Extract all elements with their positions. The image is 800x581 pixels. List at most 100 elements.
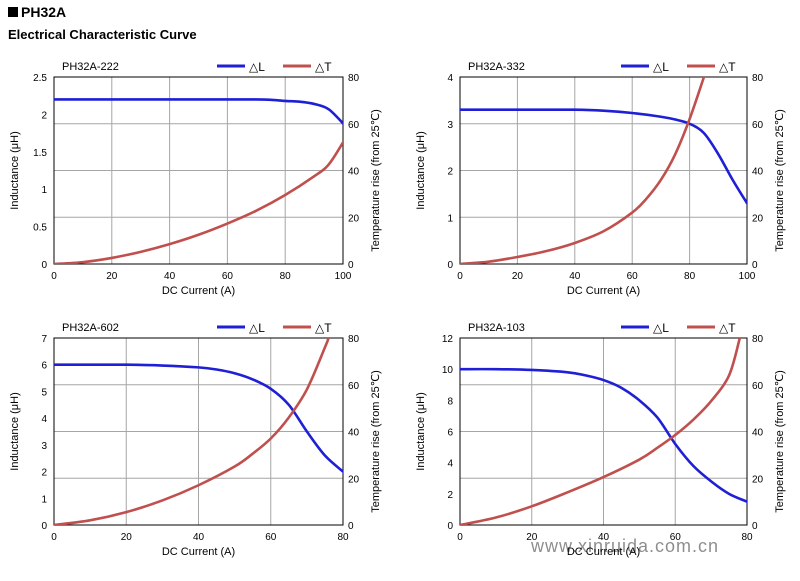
x-tick-label: 80	[741, 532, 753, 543]
y-tick-label: 12	[442, 334, 454, 345]
y-tick-label: 2.5	[33, 73, 47, 84]
inductance-curve	[460, 367, 747, 503]
y2-tick-label: 60	[348, 381, 360, 392]
y-axis-label: Inductance (μH)	[415, 131, 427, 209]
x-tick-label: 80	[280, 271, 292, 282]
temperature-rise-curve	[54, 141, 343, 264]
legend-label: △T	[315, 321, 332, 335]
y2-tick-label: 40	[752, 167, 764, 178]
x-tick-label: 80	[337, 532, 349, 543]
y2-tick-label: 20	[348, 213, 360, 224]
x-axis-label: DC Current (A)	[162, 285, 235, 297]
y-tick-label: 0	[41, 260, 47, 271]
y-tick-label: 1	[41, 494, 47, 505]
legend-label: △T	[719, 321, 736, 335]
y2-tick-label: 40	[348, 167, 360, 178]
inductance-curve	[54, 98, 343, 125]
legend-label: △T	[315, 60, 332, 74]
y-tick-label: 6	[41, 361, 47, 372]
y-axis-label: Inductance (μH)	[9, 392, 21, 470]
y-tick-label: 1.5	[33, 148, 47, 159]
y-tick-label: 0	[41, 521, 47, 532]
y-tick-label: 0.5	[33, 223, 47, 234]
x-tick-label: 60	[627, 271, 639, 282]
legend-label: △L	[249, 60, 265, 74]
y-tick-label: 5	[41, 387, 47, 398]
x-tick-label: 0	[51, 532, 57, 543]
plot-frame	[459, 337, 748, 526]
x-axis-label: DC Current (A)	[162, 546, 235, 558]
y2-tick-label: 60	[752, 381, 764, 392]
y-tick-label: 2	[447, 167, 453, 178]
y-tick-label: 4	[447, 73, 453, 84]
x-tick-label: 40	[569, 271, 581, 282]
y-tick-label: 8	[447, 396, 453, 407]
x-tick-label: 20	[526, 532, 538, 543]
series-title-text: PH32A	[21, 4, 67, 20]
y-tick-label: 2	[41, 110, 47, 121]
y2-tick-label: 20	[348, 474, 360, 485]
x-tick-label: 100	[335, 271, 352, 282]
y-tick-label: 1	[41, 185, 47, 196]
plot-frame	[53, 76, 344, 265]
y2-axis-label: Temperature rise (from 25℃)	[774, 370, 786, 513]
y-tick-label: 3	[447, 120, 453, 131]
bullet-square-icon	[8, 7, 18, 17]
x-tick-label: 20	[106, 271, 118, 282]
x-tick-label: 40	[164, 271, 176, 282]
chart-title: PH32A-602	[62, 322, 119, 334]
y-tick-label: 2	[447, 490, 453, 501]
y-tick-label: 1	[447, 213, 453, 224]
y2-tick-label: 40	[752, 428, 764, 439]
y-tick-label: 0	[447, 260, 453, 271]
x-tick-label: 60	[670, 532, 682, 543]
plot-frame	[53, 337, 344, 526]
x-tick-label: 60	[265, 532, 277, 543]
inductance-curve	[460, 108, 747, 205]
y2-axis-label: Temperature rise (from 25℃)	[370, 109, 382, 252]
y2-tick-label: 20	[752, 474, 764, 485]
y-tick-label: 3	[41, 441, 47, 452]
x-tick-label: 100	[739, 271, 756, 282]
chart-title: PH32A-103	[468, 322, 525, 334]
inductance-curve	[54, 363, 343, 473]
y2-axis-label: Temperature rise (from 25℃)	[370, 370, 382, 513]
legend-label: △L	[653, 60, 669, 74]
x-tick-label: 20	[121, 532, 133, 543]
x-tick-label: 0	[457, 532, 463, 543]
x-tick-label: 40	[598, 532, 610, 543]
legend-label: △L	[653, 321, 669, 335]
chart-title: PH32A-332	[468, 61, 525, 73]
y2-tick-label: 0	[348, 260, 354, 271]
y2-tick-label: 60	[348, 120, 360, 131]
y-tick-label: 6	[447, 428, 453, 439]
y2-tick-label: 0	[752, 260, 758, 271]
y-axis-label: Inductance (μH)	[415, 392, 427, 470]
x-tick-label: 0	[51, 271, 57, 282]
x-tick-label: 20	[512, 271, 524, 282]
x-tick-label: 80	[684, 271, 696, 282]
legend-label: △T	[719, 60, 736, 74]
y2-axis-label: Temperature rise (from 25℃)	[774, 109, 786, 252]
y-tick-label: 2	[41, 468, 47, 479]
y2-tick-label: 80	[752, 334, 764, 345]
y2-tick-label: 20	[752, 213, 764, 224]
y-axis-label: Inductance (μH)	[9, 131, 21, 209]
y-tick-label: 4	[447, 459, 453, 470]
x-tick-label: 0	[457, 271, 463, 282]
temperature-rise-curve	[460, 338, 742, 525]
y-tick-label: 10	[442, 365, 454, 376]
series-title: PH32A	[8, 4, 66, 20]
y2-tick-label: 40	[348, 428, 360, 439]
y-tick-label: 0	[447, 521, 453, 532]
temperature-rise-curve	[54, 338, 330, 525]
y2-tick-label: 80	[348, 73, 360, 84]
y2-tick-label: 80	[348, 334, 360, 345]
y2-tick-label: 0	[348, 521, 354, 532]
chart-ph32a-222: 0 0.5 1 1.5 2 2.5 0 20 40 60 80 0 20 40 60 80 100 DC Curr…	[9, 60, 382, 297]
plot-frame	[459, 76, 748, 265]
y-tick-label: 4	[41, 414, 47, 425]
